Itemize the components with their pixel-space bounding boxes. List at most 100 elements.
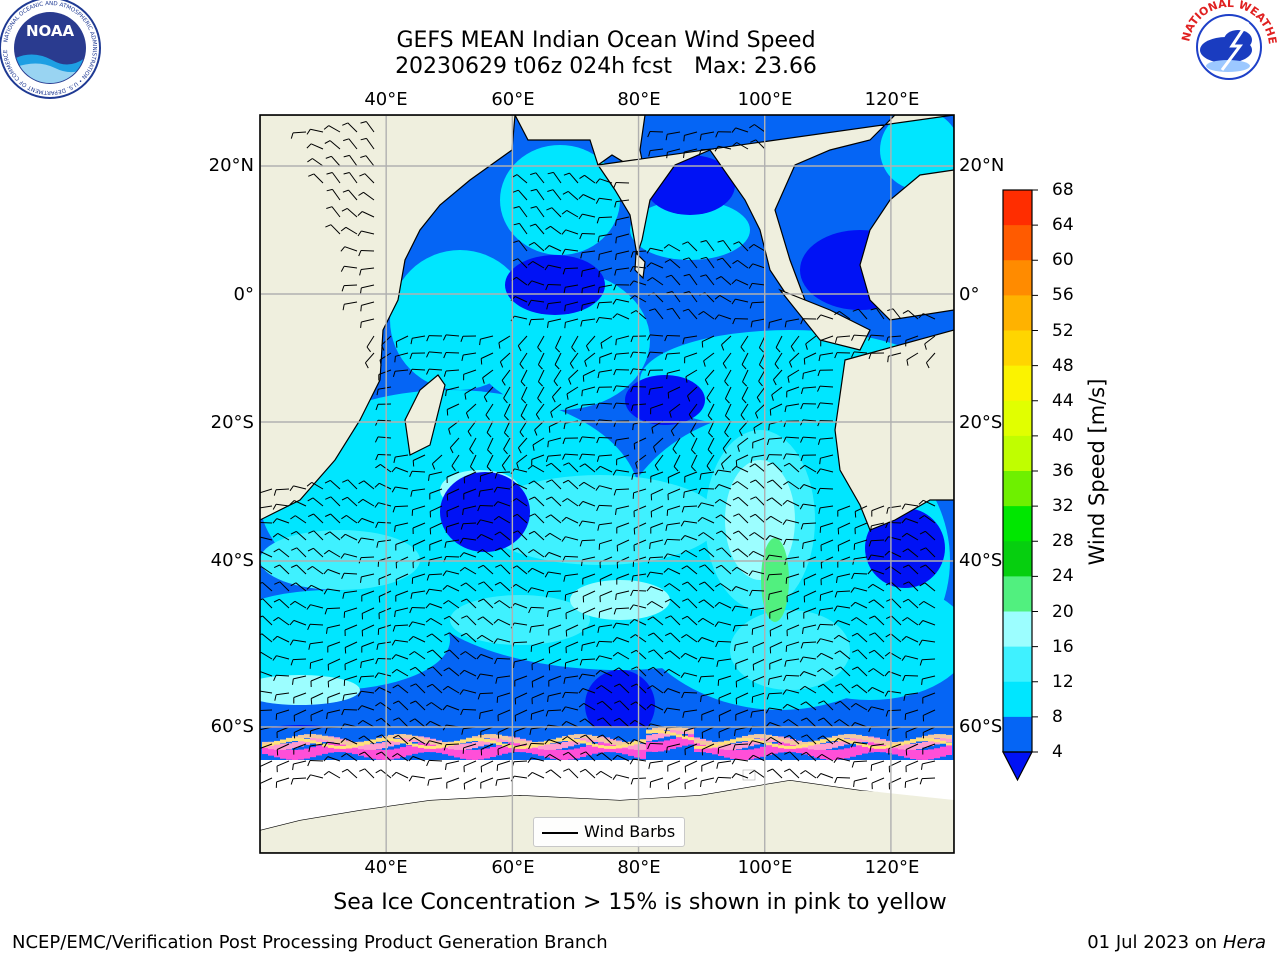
wind-barb [647,334,664,341]
ice-cell [514,745,520,749]
ice-cell [886,745,892,749]
wind-barb [431,454,443,470]
wind-barb [706,454,715,472]
wind-barb [496,692,511,703]
wind-barb [663,567,681,575]
wind-barb [326,172,341,184]
wind-barb [646,262,664,269]
wind-barb [614,437,630,447]
wind-barb [752,658,766,671]
wind-barb [395,335,409,348]
wind-barb [595,770,613,779]
wind-barb [663,668,681,677]
ice-cell [400,747,406,758]
ice-cell [874,739,880,744]
ice-cell [676,734,682,738]
ice-cell [328,744,334,748]
wind-barb [767,462,783,473]
ice-cell [784,745,790,749]
wind-barb [357,705,375,711]
wind-barb [868,649,885,660]
wind-barb [613,667,630,677]
wind-barb [666,743,681,753]
ice-cell [538,743,544,750]
wind-barb [427,777,443,786]
wind-barb [799,503,817,510]
land-polygon [778,288,871,351]
wind-barb [596,437,613,444]
wind-barb [514,675,528,687]
wind-barb [768,590,783,600]
wind-barb [394,522,409,532]
ice-cell [388,738,394,742]
ice-cell [946,742,952,746]
colorbar-tick-label: 44 [1052,390,1074,411]
wind-barb [647,351,664,358]
nws-ring-text: NATIONAL WEATHER SERVICE [0,0,1279,45]
wind-barb [903,581,919,592]
wind-barb [460,522,477,530]
ice-fill [742,769,756,781]
wind-barb [816,652,834,660]
ice-cell [286,743,292,750]
wind-barb [273,674,290,681]
wind-barb [544,532,562,541]
wind-barb [528,480,545,490]
wind-barb [579,768,596,779]
ice-cell [742,741,748,748]
ice-cell [568,738,574,742]
wind-barb [426,368,443,375]
ice-cell [640,743,646,750]
ice-cell [712,744,718,748]
wind-barb [340,226,358,235]
wind-barb [564,318,579,329]
wind-barb [527,260,545,269]
wind-barb [742,369,749,387]
wind-barb [260,615,273,626]
wind-barb [503,437,511,455]
wind-barb [394,607,409,618]
wind-barb [690,437,698,455]
ice-cell [922,735,928,740]
ice-cell [814,743,820,750]
ice-cell [592,743,598,754]
wind-barb [817,683,834,694]
wind-barb [613,182,630,189]
wind-barb [361,607,375,620]
wind-barb [463,369,477,381]
wind-barb [612,754,630,762]
wind-barb [633,539,647,552]
wind-barb [480,726,494,738]
ice-cell [382,742,388,749]
wind-barb [341,753,358,762]
ice-cell [364,743,370,750]
wind-barb [749,124,766,133]
wind-barb [718,709,732,722]
colorbar-segment [1003,225,1032,261]
wind-barb [680,672,698,678]
ice-cell [754,748,760,759]
wind-barb [817,437,834,445]
wind-barb [306,128,324,135]
wind-barb [530,709,545,720]
wind-barb [683,131,698,142]
ice-cell [376,743,382,750]
ice-cell [826,749,832,760]
wind-barb [495,564,511,575]
wind-barb [731,773,749,779]
wind-barb [517,335,528,352]
wind-barb [784,318,800,328]
ice-cell [724,743,730,750]
ice-cell [880,745,886,749]
wind-barb [833,757,851,763]
wind-barb [514,726,528,738]
wind-barb [544,571,562,578]
ice-cell [316,741,322,745]
wind-barb [769,403,783,416]
lat-label-right-40s: 40°S [959,550,1003,571]
wind-barb [290,777,307,785]
ice-cell [310,747,316,758]
wind-barb [582,573,596,585]
wind-barb [666,148,681,159]
wind-barb [581,641,596,651]
